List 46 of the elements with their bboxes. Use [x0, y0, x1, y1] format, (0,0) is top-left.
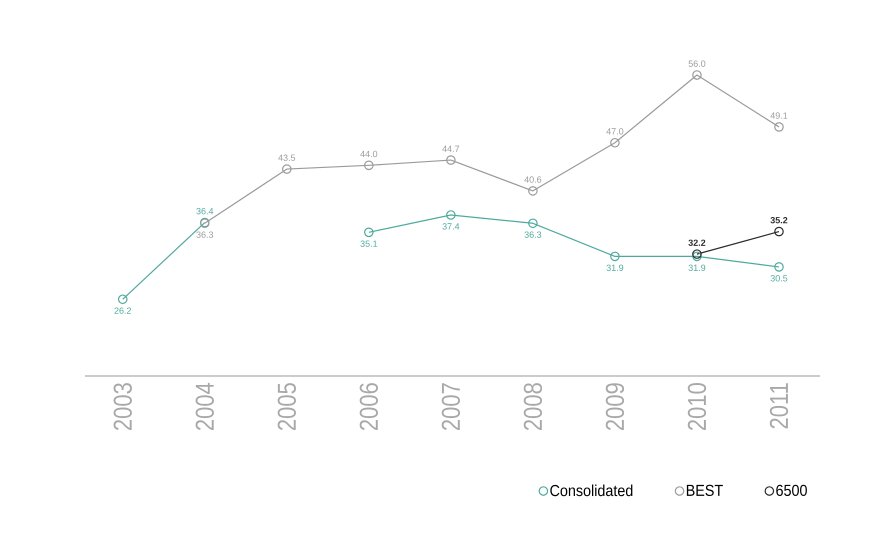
point: [282, 164, 292, 174]
legend-label: 6500: [776, 484, 807, 496]
x-tick-label: 2006: [360, 383, 378, 430]
data-label: 36.4: [196, 208, 214, 214]
legend-label: BEST: [686, 484, 723, 496]
x-tick-label: 2008: [524, 383, 542, 430]
point: [528, 186, 538, 196]
data-label: 47.0: [606, 128, 624, 135]
x-tick-label: 2007: [442, 383, 460, 430]
data-label: 56.0: [688, 60, 706, 67]
data-label: 30.5: [770, 275, 788, 282]
data-label: 36.3: [196, 231, 214, 238]
legend-label: Consolidated: [550, 484, 632, 496]
point: [610, 138, 620, 148]
x-tick-label: 2009: [606, 383, 624, 430]
data-label: 40.6: [524, 176, 542, 183]
data-label: 44.7: [442, 146, 460, 152]
point: [692, 252, 702, 262]
x-tick-label: 2010: [688, 383, 706, 430]
x-tick-label: 2011: [770, 383, 788, 428]
point: [774, 122, 784, 132]
data-label: 26.2: [114, 307, 132, 314]
data-label: 31.9: [606, 264, 624, 271]
point: [364, 228, 374, 238]
data-label: 31.9: [688, 264, 706, 271]
x-tick-label: 2004: [196, 382, 214, 430]
point: [692, 249, 702, 259]
data-label: 36.3: [524, 231, 542, 238]
data-label: 32.2: [688, 240, 706, 246]
data-label: 35.1: [360, 240, 378, 247]
point: [610, 252, 620, 262]
data-label: 49.1: [770, 112, 788, 119]
point: [118, 294, 128, 304]
point: [774, 262, 784, 272]
point: [528, 218, 538, 228]
x-tick-label: 2003: [114, 383, 132, 430]
point: [774, 226, 784, 236]
point: [446, 210, 456, 220]
point: [446, 155, 456, 165]
x-tick-label: 2005: [278, 383, 296, 430]
point: [692, 70, 702, 80]
point: [364, 160, 374, 170]
data-label: 43.5: [278, 154, 296, 161]
data-label: 37.4: [442, 223, 460, 230]
data-label: 44.0: [360, 150, 378, 158]
data-label: 35.2: [770, 216, 788, 224]
